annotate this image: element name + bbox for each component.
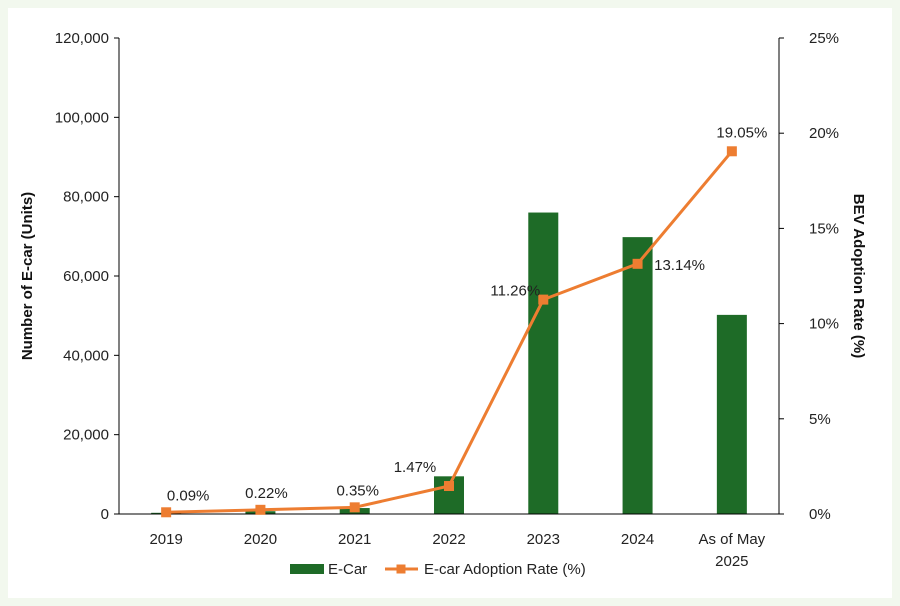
chart-frame: 2019 2020 2021 2022 2023 2024 As of May 2025 0 2… [8,8,892,598]
y2-tick-label-0: 0% [809,506,831,523]
y2-tick-label-4: 20% [809,125,839,142]
y-tick-label-3: 60,000 [63,268,109,285]
adoption-rate-point-6 [726,146,737,157]
adoption-rate-point-0 [161,507,172,518]
y2-tick-label-3: 15% [809,220,839,237]
y2-tick-label-1: 5% [809,411,831,428]
data-label-3: 1.47% [394,459,437,476]
y2-axis-title: BEV Adoption Rate (%) [850,194,867,358]
legend-label-e-car: E-Car [328,561,367,578]
adoption-rate-point-4 [538,294,549,305]
adoption-rate-point-1 [255,504,266,515]
y-tick-label-5: 100,000 [55,109,109,126]
legend-marker-adoption-rate [396,564,406,574]
bar-6 [716,314,747,514]
y-tick-label-4: 80,000 [63,189,109,206]
x-tick-label-2: 2021 [338,531,371,548]
data-label-0: 0.09% [167,487,210,504]
y-axis-title: Number of E-car (Units) [19,192,36,360]
y2-tick-label-2: 10% [809,316,839,333]
legend: E-Car E-car Adoption Rate (%) [290,561,586,578]
bar-5 [622,237,653,515]
data-label-5: 13.14% [654,257,705,274]
x-tick-label-3: 2022 [432,531,465,548]
y-tick-label-0: 0 [101,506,109,523]
adoption-rate-point-3 [444,481,454,492]
y-tick-label-1: 20,000 [63,427,109,444]
combo-chart: 2019 2020 2021 2022 2023 2024 As of May 2025 0 2… [19,30,867,578]
data-label-4: 11.26% [490,283,540,300]
data-label-2: 0.35% [336,482,379,499]
y-tick-label-2: 40,000 [63,347,109,364]
x-tick-label-0: 2019 [149,531,182,548]
legend-label-adoption-rate: E-car Adoption Rate (%) [424,561,586,578]
y2-tick-label-5: 25% [809,30,839,47]
bar-4 [528,212,559,515]
data-label-6: 19.05% [716,124,767,141]
y-tick-label-6: 120,000 [55,30,109,47]
x-tick-label-6: As of May 2025 [699,531,766,570]
legend-swatch-e-car [290,564,324,574]
data-label-1: 0.22% [245,485,288,502]
adoption-rate-point-5 [632,258,643,269]
x-tick-label-4: 2023 [527,531,560,548]
adoption-rate-point-2 [349,502,360,513]
x-tick-label-5: 2024 [621,531,654,548]
x-tick-label-1: 2020 [244,531,277,548]
